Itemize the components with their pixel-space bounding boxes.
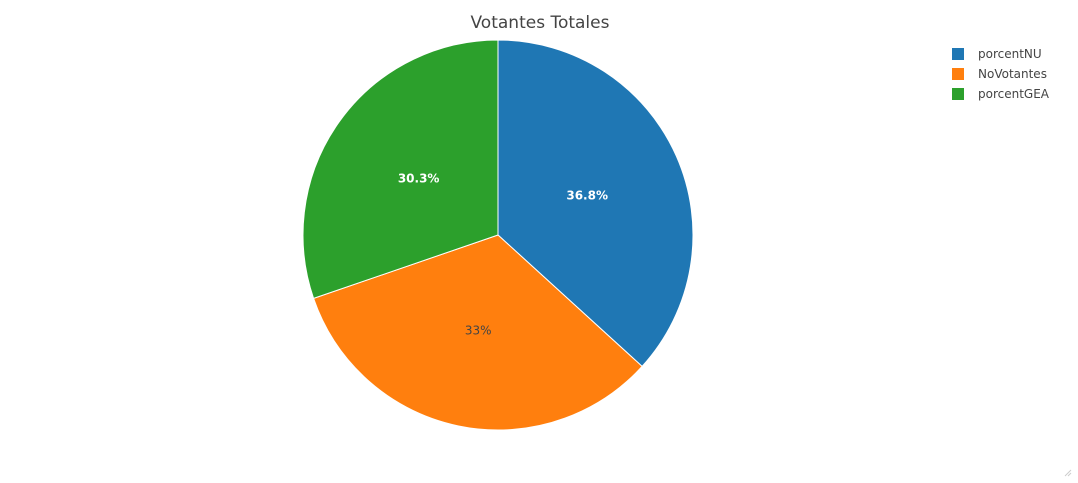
pie-slice-porcentnu[interactable]	[497, 39, 694, 368]
legend-item-porcentnu[interactable]: porcentNU	[952, 47, 1042, 61]
chart-title: Votantes Totales	[471, 13, 610, 33]
slice-label-novotantes: 33%	[465, 323, 492, 337]
slice-label-porcentnu: 36.8%	[566, 189, 608, 203]
legend-label-porcentnu: porcentNU	[978, 47, 1042, 61]
legend-swatch-porcentgea	[952, 88, 964, 100]
legend-label-porcentgea: porcentGEA	[978, 87, 1050, 101]
legend-item-novotantes[interactable]: NoVotantes	[952, 67, 1047, 81]
legend-swatch-novotantes	[952, 68, 964, 80]
slice-label-porcentgea: 30.3%	[398, 171, 440, 185]
pie-slice-porcentgea[interactable]	[302, 39, 499, 300]
pie-slice-novotantes[interactable]	[312, 234, 643, 431]
legend-label-novotantes: NoVotantes	[978, 67, 1047, 81]
legend-swatch-porcentnu	[952, 48, 964, 60]
legend[interactable]: porcentNU NoVotantes porcentGEA	[952, 47, 1050, 101]
resize-grip-icon[interactable]	[1064, 469, 1072, 477]
pie-labels: 36.8% 33% 30.3%	[398, 171, 608, 337]
legend-item-porcentgea[interactable]: porcentGEA	[952, 87, 1050, 101]
pie-slices	[302, 39, 694, 431]
